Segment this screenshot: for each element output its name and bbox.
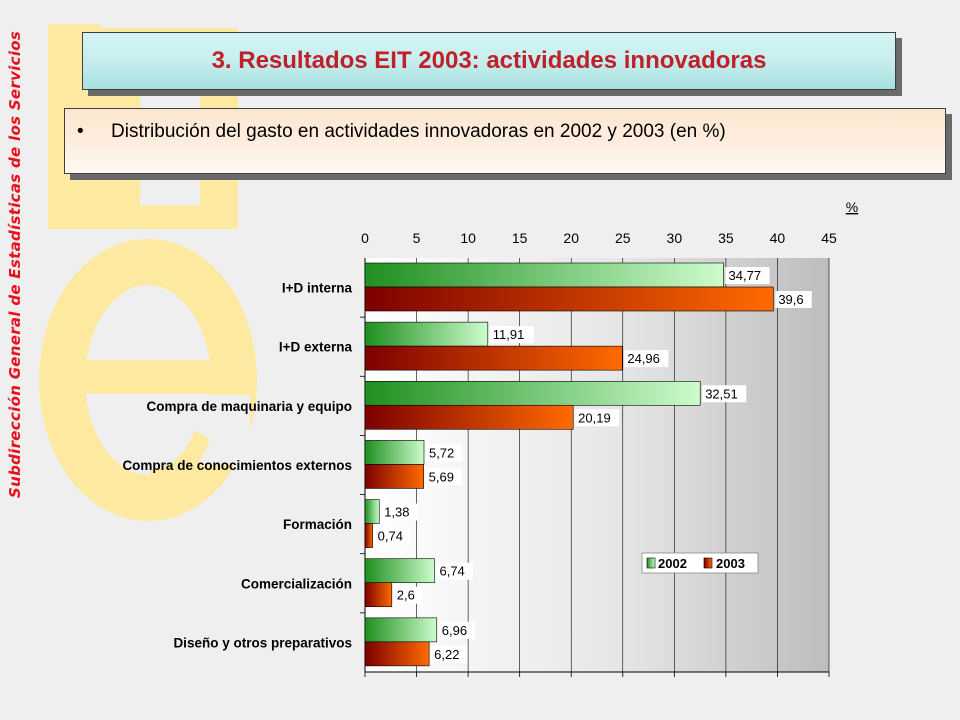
category-label: Compra de maquinaria y equipo bbox=[146, 399, 352, 414]
bar-2003 bbox=[364, 641, 430, 667]
x-tick-label: 0 bbox=[361, 230, 369, 246]
legend-swatch-2003 bbox=[703, 557, 713, 569]
bar-2002 bbox=[364, 262, 724, 288]
bar-2003 bbox=[364, 464, 424, 489]
x-tick-label: 45 bbox=[821, 230, 837, 246]
bar-2002 bbox=[364, 499, 380, 524]
subtitle-text: Distribución del gasto en actividades in… bbox=[111, 121, 726, 142]
data-label-bg bbox=[393, 586, 423, 604]
data-label-bg bbox=[702, 385, 747, 403]
x-tick-label: 5 bbox=[413, 230, 421, 246]
bar-2002 bbox=[364, 558, 435, 584]
logo-e-letter bbox=[39, 239, 257, 521]
category-label: Compra de conocimientos externos bbox=[122, 458, 352, 473]
bullet-dot: • bbox=[77, 121, 84, 142]
x-tick-label: 15 bbox=[512, 230, 528, 246]
data-label-2003: 5,69 bbox=[429, 469, 454, 484]
unit-label: % bbox=[846, 199, 858, 215]
subtitle-box: • Distribución del gasto en actividades … bbox=[64, 108, 946, 174]
category-label: I+D externa bbox=[279, 340, 353, 355]
category-label: Formación bbox=[283, 517, 352, 532]
data-label-bg bbox=[438, 621, 476, 639]
category-label: Diseño y otros preparativos bbox=[173, 635, 352, 650]
data-label-2003: 24,96 bbox=[627, 351, 660, 366]
legend-swatch-2002 bbox=[646, 557, 656, 569]
legend-box bbox=[641, 552, 759, 574]
bar-2002 bbox=[364, 380, 701, 406]
data-label-2003: 0,74 bbox=[378, 529, 403, 544]
data-label-2002: 32,51 bbox=[705, 386, 738, 401]
data-label-2002: 11,91 bbox=[493, 327, 525, 342]
data-label-2002: 1,38 bbox=[384, 505, 409, 520]
slide-title: 3. Resultados EIT 2003: actividades inno… bbox=[211, 47, 767, 74]
x-tick-label: 35 bbox=[718, 230, 734, 246]
data-label-2002: 5,72 bbox=[429, 445, 454, 460]
category-label: I+D interna bbox=[282, 281, 353, 296]
data-label-bg bbox=[425, 468, 463, 486]
data-label-2002: 34,77 bbox=[729, 268, 762, 283]
x-tick-label: 25 bbox=[615, 230, 631, 246]
title-box: 3. Resultados EIT 2003: actividades inno… bbox=[82, 32, 896, 90]
data-label-2002: 6,74 bbox=[439, 564, 464, 579]
bar-2003 bbox=[364, 345, 623, 371]
data-label-2002: 6,96 bbox=[442, 623, 467, 638]
data-label-bg bbox=[374, 527, 412, 545]
data-label-bg bbox=[431, 645, 468, 663]
category-label: Comercialización bbox=[241, 576, 352, 591]
bar-2003 bbox=[364, 582, 393, 608]
data-label-bg bbox=[575, 409, 620, 427]
legend-label-2003: 2003 bbox=[716, 556, 745, 571]
x-tick-label: 40 bbox=[770, 230, 786, 246]
legend: 2002 2003 bbox=[641, 552, 759, 574]
data-label-bg bbox=[425, 444, 463, 462]
data-label-bg bbox=[436, 562, 473, 580]
data-label-2003: 20,19 bbox=[578, 410, 611, 425]
x-tick-label: 30 bbox=[667, 230, 683, 246]
bar-2002 bbox=[364, 617, 438, 643]
data-label-bg bbox=[725, 267, 770, 284]
bar-2003 bbox=[364, 523, 373, 548]
data-label-bg bbox=[489, 326, 534, 344]
legend-label-2002: 2002 bbox=[658, 556, 687, 571]
x-tick-label: 20 bbox=[563, 230, 579, 246]
data-label-bg bbox=[624, 350, 669, 368]
data-label-bg bbox=[381, 503, 418, 521]
logo-i-dot bbox=[48, 205, 238, 229]
bar-2003 bbox=[364, 404, 574, 430]
bar-2002 bbox=[364, 440, 425, 465]
data-label-2003: 6,22 bbox=[434, 647, 459, 662]
bar-2002 bbox=[364, 321, 489, 347]
x-tick-label: 10 bbox=[460, 230, 476, 246]
plot-area bbox=[365, 258, 829, 672]
data-label-2003: 39,6 bbox=[778, 292, 803, 307]
data-label-bg bbox=[775, 291, 812, 308]
bar-2003 bbox=[364, 286, 774, 312]
data-label-2003: 2,6 bbox=[397, 588, 415, 603]
